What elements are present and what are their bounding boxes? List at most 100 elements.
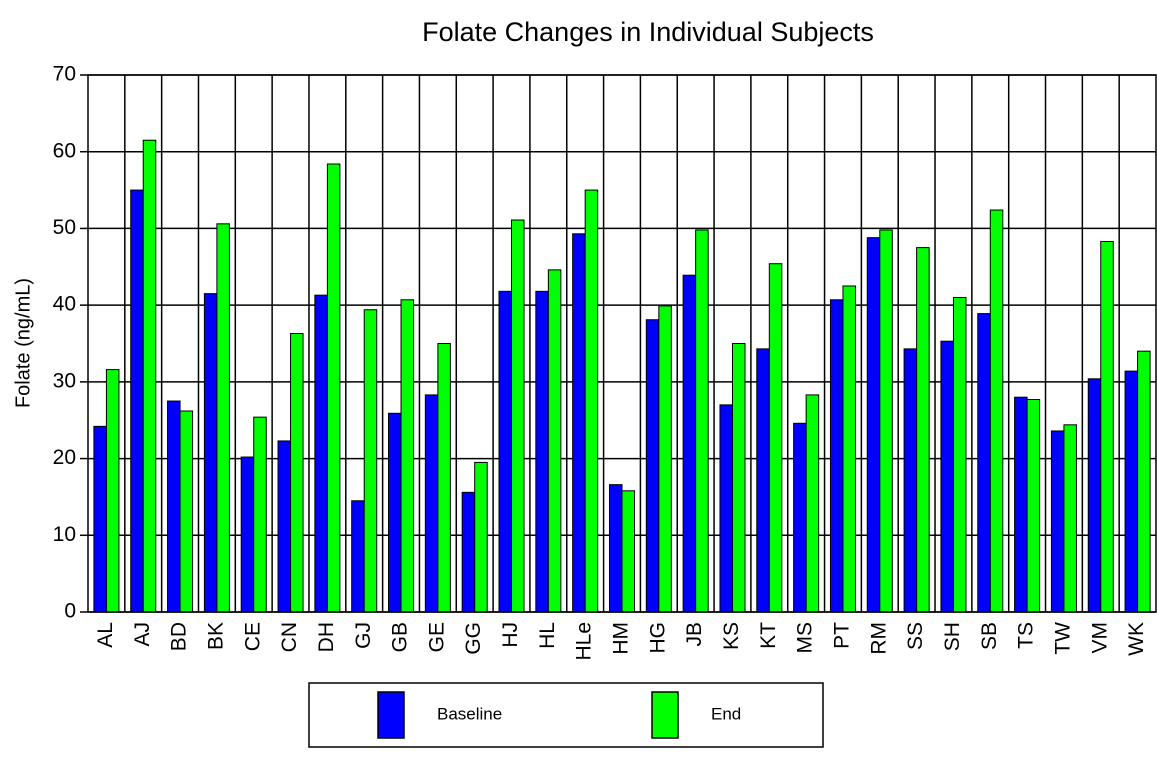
bar [731,343,746,613]
x-tick-label: GB [389,622,412,652]
bar [105,369,120,613]
bar [216,223,230,613]
x-tick-label: WK [1125,622,1148,656]
chart-title: Folate Changes in Individual Subjects [422,17,874,47]
x-tick-label: HJ [499,622,522,648]
bar [535,290,549,613]
bar [179,410,194,613]
x-tick-label: CN [278,622,301,652]
bar [93,425,107,613]
bar [351,500,365,613]
legend-label: Baseline [437,704,502,723]
x-tick-label: TS [1015,622,1038,649]
bar [608,484,623,613]
bar [719,404,733,613]
x-tick-label: SB [978,622,1001,650]
bar [658,305,672,613]
bar [756,348,770,613]
bar [916,247,930,613]
bar [952,296,967,613]
bar [695,229,709,613]
x-tick-label: VM [1088,622,1111,654]
bar [363,309,378,613]
x-tick-label: HL [536,622,559,649]
bar [203,293,218,613]
x-tick-label: SH [941,622,964,651]
bar [1087,378,1102,613]
bar [1137,350,1151,613]
bar [253,416,267,613]
bar [1050,430,1065,613]
x-tick-label: DH [315,622,338,652]
bar [1026,399,1041,613]
x-tick-label: JB [683,622,706,647]
bar [940,340,954,613]
x-tick-label: MS [794,622,817,654]
y-tick-label: 20 [53,446,76,469]
x-tick-label: AL [94,622,117,648]
bar [621,490,636,613]
x-tick-label: KT [757,622,780,649]
legend-swatch [651,691,679,739]
bar [511,219,525,613]
x-tick-label: RM [867,622,890,655]
x-tick-label: BK [204,622,227,650]
legend-label: End [711,704,741,723]
x-tick-label: GE [425,622,448,652]
bar [326,163,341,613]
bar [1063,424,1077,613]
bar [290,333,304,613]
y-tick-label: 50 [53,216,76,239]
bar [768,263,783,613]
bar [829,299,844,613]
bar [793,422,807,613]
bar [1124,370,1139,613]
x-tick-label: KS [720,622,743,650]
y-tick-label: 40 [53,293,76,316]
bar [130,189,144,613]
bar [277,440,292,613]
bar [498,290,513,613]
bar [314,294,328,613]
y-tick-label: 30 [53,369,76,392]
x-tick-label: HM [610,622,633,655]
y-tick-label: 60 [53,139,76,162]
y-tick-label: 70 [53,63,76,86]
bar [547,269,562,613]
bar [240,456,255,613]
bar [842,285,856,613]
bar [400,299,415,613]
bar [977,313,991,613]
bar [474,461,488,613]
bar [903,348,918,613]
bar [167,400,181,613]
bar [989,209,1004,613]
legend-swatch [377,691,405,739]
x-tick-label: SS [904,622,927,650]
bar [682,274,697,613]
bar [437,343,451,613]
x-tick-label: GJ [352,622,375,649]
bar [866,237,881,613]
bar [805,394,820,613]
bar [584,189,599,613]
x-tick-label: HG [646,622,669,654]
y-tick-label: 10 [53,523,76,546]
legend: Baseline End [308,682,824,748]
bar [424,394,439,613]
bar [879,229,893,613]
x-tick-label: BD [168,622,191,651]
bar [572,233,586,613]
x-tick-label: GG [462,622,485,655]
bar [1014,396,1028,613]
x-tick-label: AJ [131,622,154,647]
x-tick-label: TW [1051,622,1074,655]
y-axis-label: Folate (ng/mL) [12,278,34,408]
x-tick-label: HLe [573,622,596,661]
bar [1100,240,1114,613]
x-tick-label: CE [241,622,264,651]
y-tick-label: 0 [64,600,76,623]
bar [388,412,402,613]
x-tick-label: PT [831,622,854,649]
